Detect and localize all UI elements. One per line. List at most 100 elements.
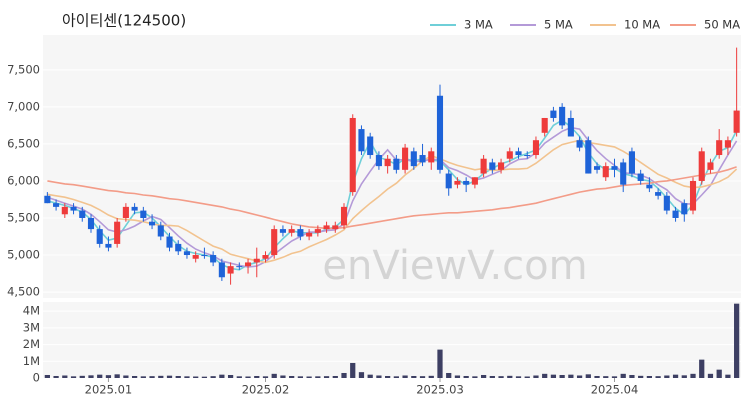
y-tick-label: 6,000 <box>7 173 40 187</box>
volume-bar <box>611 376 618 378</box>
candle-body <box>541 117 548 133</box>
candle-body <box>689 180 697 211</box>
volume-bar <box>515 376 522 378</box>
candle-body <box>454 180 461 185</box>
volume-bar <box>402 375 408 378</box>
candle-body <box>323 225 330 230</box>
volume-bar <box>323 376 330 378</box>
volume-bar <box>472 376 478 378</box>
candle-body <box>131 206 138 211</box>
candle-body <box>602 166 609 178</box>
candle-body <box>79 210 86 218</box>
ma-line <box>47 166 737 230</box>
candle-body <box>733 110 740 133</box>
candle-body <box>532 140 540 156</box>
candle-body <box>611 166 618 170</box>
candle-body <box>279 229 286 233</box>
candle-body <box>218 262 225 278</box>
x-tick-label: 2025.03 <box>416 383 464 397</box>
volume-bar <box>699 359 705 378</box>
candle-body <box>576 140 583 148</box>
candle-body <box>157 225 164 237</box>
y-tick-label: 7,500 <box>7 62 40 76</box>
volume-bar <box>542 373 548 378</box>
candle-body <box>358 129 365 152</box>
volume-bar <box>367 374 373 378</box>
candle-body <box>201 255 208 257</box>
volume-bar <box>672 374 679 378</box>
candle-body <box>192 255 199 259</box>
candle-body <box>463 180 470 185</box>
volume-bar <box>550 374 557 378</box>
volume-bar <box>131 375 138 378</box>
volume-bar <box>437 349 443 378</box>
candle-body <box>114 221 121 244</box>
y-tick-label: 0 <box>33 371 40 385</box>
candle-body <box>489 162 496 170</box>
candle-body <box>70 206 77 211</box>
volume-bar <box>533 375 539 378</box>
candle-body <box>105 243 112 248</box>
legend-label: 10 MA <box>624 18 660 32</box>
volume-bar <box>681 375 687 378</box>
candle-body <box>367 136 374 156</box>
candle-body <box>340 206 348 226</box>
y-tick-label: 5,500 <box>7 210 40 224</box>
candle-body <box>166 236 173 248</box>
volume-bar <box>280 375 286 378</box>
volume-bar <box>79 375 85 378</box>
candle-body <box>707 162 714 170</box>
candle-body <box>262 255 269 259</box>
volume-bar <box>725 374 731 378</box>
volume-bar <box>315 376 321 378</box>
volume-bar <box>524 376 530 378</box>
candle-body <box>244 262 252 267</box>
candle-body <box>672 210 679 218</box>
y-tick-label: 4M <box>23 304 40 318</box>
volume-bar <box>489 375 495 378</box>
candle-body <box>480 158 487 174</box>
candle-body <box>306 232 313 237</box>
volume-bar <box>480 374 487 378</box>
volume-bar <box>158 375 164 378</box>
candle-body <box>375 155 382 167</box>
candle-body <box>628 151 635 174</box>
volume-bar <box>193 376 199 378</box>
volume-bar <box>62 375 68 378</box>
volume-bar <box>393 376 399 378</box>
volume-bar <box>559 374 565 378</box>
volume-bar <box>341 372 347 378</box>
volume-bar <box>166 375 173 378</box>
candle-body <box>175 243 182 252</box>
volume-bar <box>664 375 670 378</box>
candle-body <box>637 173 644 181</box>
candle-body <box>253 258 260 263</box>
volume-bar <box>44 374 50 378</box>
volume-bar <box>358 372 365 378</box>
candle-body <box>314 229 321 233</box>
volume-bar <box>210 376 216 378</box>
volume-bar <box>385 375 391 378</box>
y-tick-label: 6,500 <box>7 136 40 150</box>
candle-body <box>183 251 191 256</box>
volume-bar <box>105 375 112 378</box>
candle-body <box>515 151 522 156</box>
candle-body <box>384 158 391 167</box>
volume-bar <box>498 376 504 378</box>
candle-body <box>53 203 60 207</box>
y-tick-label: 1M <box>23 354 40 368</box>
candle-body <box>428 151 435 163</box>
volume-bar <box>149 376 155 378</box>
candle-body <box>593 166 601 170</box>
candle-body <box>227 266 234 274</box>
volume-bar <box>411 375 417 378</box>
candle-body <box>393 158 400 170</box>
candle-body <box>620 162 627 185</box>
candle-body <box>44 195 51 204</box>
candle-body <box>61 206 68 215</box>
legend-label: 50 MA <box>704 18 740 32</box>
candle-body <box>471 177 478 185</box>
legend-label: 3 MA <box>464 18 493 32</box>
volume-bar <box>306 376 312 378</box>
volume-bar <box>219 374 225 378</box>
